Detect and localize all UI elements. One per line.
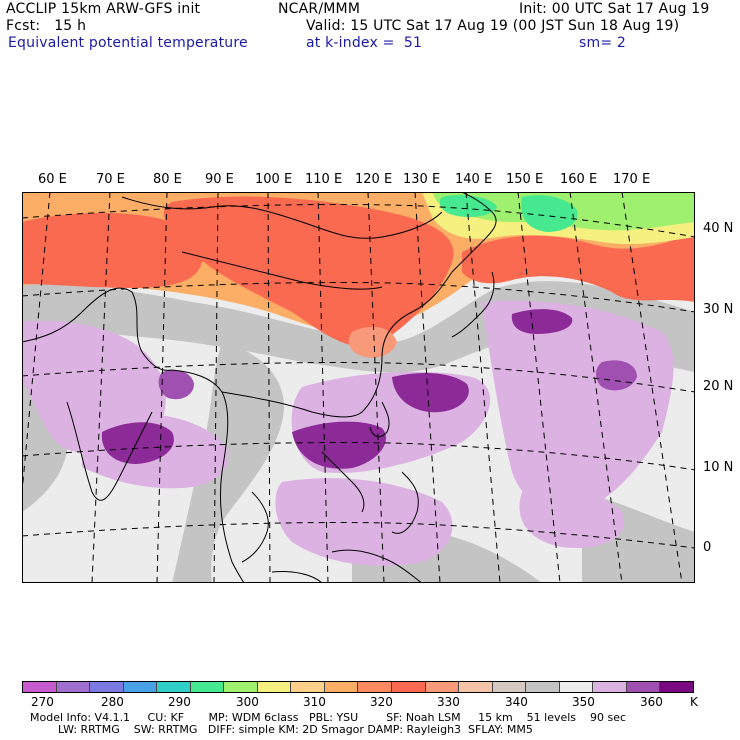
lat-label: 0 bbox=[703, 540, 712, 555]
colorbar-swatch bbox=[593, 682, 627, 692]
green-region bbox=[439, 195, 497, 218]
colorbar-swatch bbox=[358, 682, 393, 692]
lon-label: 150 E bbox=[506, 172, 544, 187]
colorbar-swatch bbox=[459, 682, 493, 692]
coastlines bbox=[22, 192, 497, 583]
valid-time: Valid: 15 UTC Sat 17 Aug 19 (00 JST Sun … bbox=[306, 18, 680, 34]
purple-core bbox=[158, 370, 194, 400]
forecast-hour: Fcst: 15 h bbox=[6, 18, 87, 34]
lon-label: 90 E bbox=[205, 172, 234, 187]
colorbar-swatch bbox=[559, 682, 594, 692]
colorbar-swatch bbox=[526, 682, 560, 692]
lat-label: 40 N bbox=[703, 221, 734, 236]
lavender-region bbox=[275, 478, 453, 566]
colorbar-swatch bbox=[626, 682, 661, 692]
model-info-line1: Model Info: V4.1.1 CU: KF MP: WDM 6class… bbox=[30, 711, 627, 724]
colorbar-tick: 280 bbox=[101, 695, 124, 709]
colorbar-swatch bbox=[56, 682, 91, 692]
lon-label: 120 E bbox=[355, 172, 393, 187]
smoothing-text: sm= 2 bbox=[579, 35, 627, 51]
lavender-region bbox=[519, 488, 624, 548]
lon-label: 70 E bbox=[96, 172, 125, 187]
colorbar-tick: 330 bbox=[437, 695, 460, 709]
colorbar-swatch bbox=[660, 682, 693, 692]
level-text: at k-index = 51 bbox=[306, 35, 423, 51]
colorbar-swatch bbox=[392, 682, 426, 692]
purple-core bbox=[596, 360, 637, 391]
lat-label: 30 N bbox=[703, 302, 734, 317]
colorbar-swatch bbox=[425, 682, 460, 692]
purple-core bbox=[511, 309, 573, 334]
graticule bbox=[22, 192, 695, 583]
colorbar-tick: 320 bbox=[370, 695, 393, 709]
colorbar-swatch bbox=[123, 682, 158, 692]
lon-label: 80 E bbox=[153, 172, 182, 187]
colorbar-tick: 300 bbox=[236, 695, 259, 709]
colorbar-tick: 340 bbox=[505, 695, 528, 709]
lon-label: 100 E bbox=[255, 172, 293, 187]
colorbar-swatch bbox=[157, 682, 191, 692]
colorbar-swatch bbox=[23, 682, 57, 692]
model-info-line2: LW: RRTMG SW: RRTMG DIFF: simple KM: 2D … bbox=[30, 723, 533, 736]
lon-label: 170 E bbox=[613, 172, 651, 187]
colorbar-tick: 360 bbox=[640, 695, 663, 709]
colorbar-swatch bbox=[291, 682, 325, 692]
colorbar-swatch bbox=[257, 682, 292, 692]
colorbar bbox=[22, 681, 694, 693]
colorbar-tick: 350 bbox=[572, 695, 595, 709]
lavender-region bbox=[482, 300, 674, 515]
lat-label: 20 N bbox=[703, 379, 734, 394]
hot-region bbox=[163, 196, 454, 347]
green-region bbox=[521, 195, 578, 232]
colorbar-swatch bbox=[90, 682, 124, 692]
organization: NCAR/MMM bbox=[278, 1, 361, 17]
lon-label: 130 E bbox=[403, 172, 441, 187]
theta-e-map bbox=[22, 192, 695, 583]
colorbar-tick: 270 bbox=[31, 695, 54, 709]
init-time: Init: 00 UTC Sat 17 Aug 19 bbox=[519, 1, 710, 17]
gray-patch bbox=[172, 342, 284, 583]
hot-region bbox=[22, 212, 202, 288]
colorbar-swatch bbox=[324, 682, 359, 692]
purple-core bbox=[101, 422, 174, 464]
lon-label: 160 E bbox=[560, 172, 598, 187]
lat-label: 10 N bbox=[703, 460, 734, 475]
lon-label: 60 E bbox=[38, 172, 67, 187]
colorbar-unit: K bbox=[690, 695, 698, 709]
lon-label: 110 E bbox=[305, 172, 343, 187]
field-title: Equivalent potential temperature bbox=[8, 35, 248, 51]
colorbar-tick: 310 bbox=[303, 695, 326, 709]
hot-region bbox=[462, 232, 695, 302]
salmon-region bbox=[348, 326, 397, 358]
colorbar-swatch bbox=[224, 682, 258, 692]
lon-label: 140 E bbox=[455, 172, 493, 187]
purple-core bbox=[292, 421, 386, 469]
purple-core bbox=[392, 372, 469, 413]
colorbar-swatch bbox=[190, 682, 225, 692]
run-title: ACCLIP 15km ARW-GFS init bbox=[6, 1, 201, 17]
colorbar-tick: 290 bbox=[168, 695, 191, 709]
colorbar-swatch bbox=[492, 682, 527, 692]
